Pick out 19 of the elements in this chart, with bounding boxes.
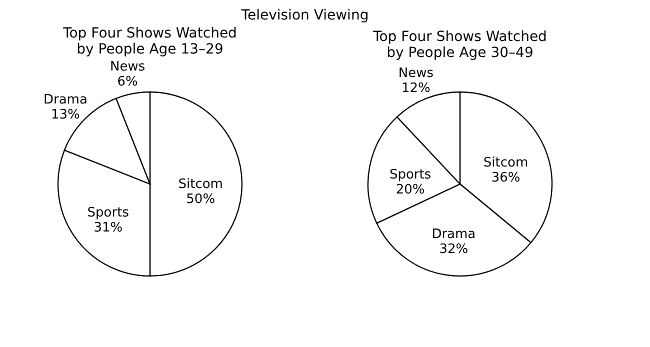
data-label: 12% [402,80,430,96]
data-label: 32% [439,242,468,258]
data-label: 31% [94,220,123,236]
chart-title: Top Four Shows Watched by People Age 13–29 [62,26,237,58]
slice-label: Sitcom [483,155,528,170]
text: Television Viewing [240,8,369,24]
data-label: 13% [50,107,80,122]
chart-title: Top Four Shows Watched by People Age 30–49 [372,29,547,61]
slice-label: Sports [389,168,432,183]
slice-label: Sitcom [178,177,223,192]
data-label: 36% [491,170,520,186]
slice-label: News [398,66,434,81]
slice-label: Drama [43,92,88,108]
slice-label: Drama [432,227,476,242]
data-label: 20% [396,182,425,198]
data-label: 6% [117,74,138,90]
slice-label: Sports [87,205,130,220]
slice-label: News [110,60,146,75]
data-label: 50% [186,192,216,207]
